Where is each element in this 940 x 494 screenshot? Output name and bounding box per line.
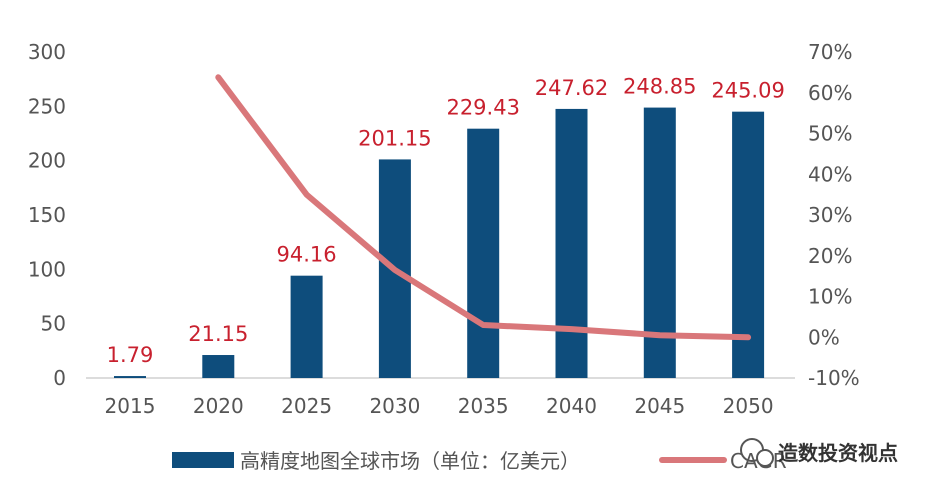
category-labels: 2015 2020 2025 2030 2035 2040 2045 2050 [105,394,774,418]
bar-data-label: 201.15 [358,126,431,150]
category-label: 2040 [546,394,597,418]
watermark-text: 造数投资视点 [778,441,898,465]
bar [467,128,500,378]
bar-data-label: 21.15 [188,322,248,346]
category-label: 2050 [723,394,774,418]
legend-bar-label: 高精度地图全球市场（单位：亿美元） [240,449,580,473]
bar-data-label: 248.85 [623,75,696,99]
bar [202,355,235,378]
category-label: 2020 [193,394,244,418]
left-tick-label: 300 [28,40,66,64]
bar-series [114,107,765,378]
bar-data-label: 247.62 [535,76,608,100]
bar [114,376,146,378]
right-tick-label: 30% [808,203,852,227]
category-label: 2015 [105,394,156,418]
category-label: 2025 [281,394,332,418]
left-axis-ticks: 0 50 100 150 200 250 300 [28,40,66,390]
right-tick-label: 20% [808,244,852,268]
legend: 高精度地图全球市场（单位：亿美元） CAGR [172,449,787,473]
bar-data-label: 1.79 [107,343,154,367]
wechat-logo-icon-bubble [756,449,774,467]
right-tick-label: 50% [808,122,852,146]
left-tick-label: 0 [53,366,66,390]
category-label: 2045 [634,394,685,418]
right-tick-label: 10% [808,285,852,309]
right-tick-label: 70% [808,40,852,64]
legend-bar-swatch [172,452,234,468]
cagr-line [215,74,752,341]
left-tick-label: 250 [28,94,66,118]
right-tick-label: 60% [808,81,852,105]
bar-data-labels: 1.79 21.15 94.16 201.15 229.43 247.62 248.85 24… [107,75,785,367]
bar-data-label: 94.16 [277,243,337,267]
bar-data-label: 245.09 [711,79,784,103]
bar [732,111,765,378]
right-tick-label: -10% [808,366,860,390]
bar-data-label: 229.43 [446,96,519,120]
left-tick-label: 50 [41,312,66,336]
left-tick-label: 200 [28,149,66,173]
watermark: 造数投资视点 [740,438,898,467]
bar [290,275,323,378]
right-tick-label: 40% [808,162,852,186]
category-label: 2035 [458,394,509,418]
right-tick-label: 0% [808,325,840,349]
category-label: 2030 [369,394,420,418]
left-tick-label: 100 [28,257,66,281]
left-tick-label: 150 [28,203,66,227]
bar [555,108,588,378]
right-axis-ticks: -10% 0% 10% 20% 30% 40% 50% 60% 70% [808,40,860,390]
